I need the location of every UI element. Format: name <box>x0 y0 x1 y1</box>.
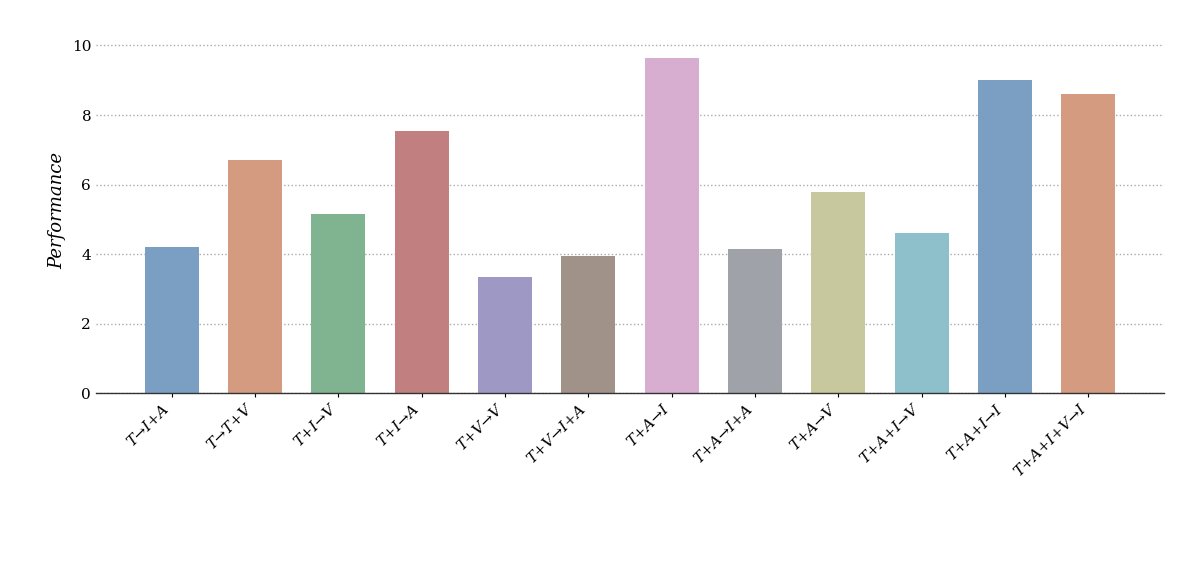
Bar <box>562 256 616 393</box>
Bar <box>395 131 449 393</box>
Bar <box>728 249 782 393</box>
Bar <box>228 160 282 393</box>
Bar <box>978 80 1032 393</box>
Bar <box>478 277 532 393</box>
Bar <box>144 247 199 393</box>
Bar <box>644 58 698 393</box>
Bar <box>811 192 865 393</box>
Y-axis label: Performance: Performance <box>48 152 66 269</box>
Bar <box>1061 94 1116 393</box>
Bar <box>895 233 949 393</box>
Bar <box>311 214 365 393</box>
